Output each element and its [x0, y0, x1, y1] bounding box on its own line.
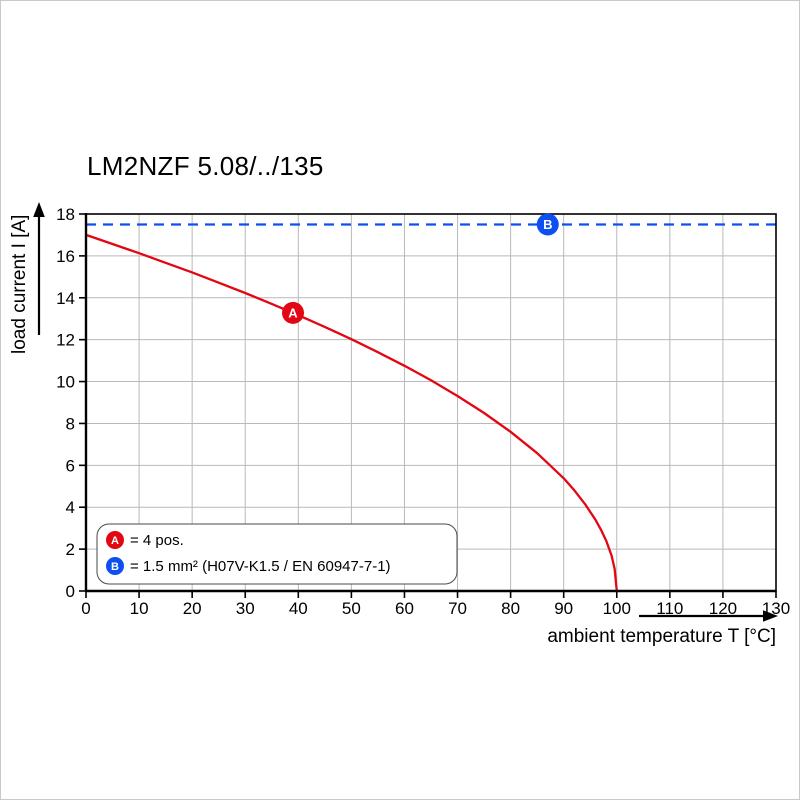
marker-A [282, 301, 304, 324]
x-tick-label: 110 [656, 599, 683, 618]
y-tick-label: 4 [66, 498, 75, 517]
x-axis-arrow [639, 610, 778, 622]
x-tick-label: 30 [236, 599, 255, 618]
y-tick-label: 2 [66, 540, 75, 559]
x-tick-label: 50 [342, 599, 361, 618]
x-axis-label: ambient temperature T [°C] [547, 626, 776, 647]
data-series [85, 223, 776, 592]
x-tick-label: 120 [709, 599, 737, 618]
x-tick-label: 90 [554, 599, 573, 618]
y-tick-label: 18 [56, 205, 75, 224]
y-tick-label: 12 [56, 331, 75, 350]
y-axis-label: load current I [A] [9, 215, 30, 354]
x-tick-label: 10 [130, 599, 149, 618]
y-tick-label: 14 [56, 289, 75, 308]
x-tick-label: 0 [81, 599, 90, 618]
legend-marker-letter-B: B [111, 561, 119, 573]
legend: A = 4 pos. B = 1.5 mm² (H07V-K1.5 / EN 6094… [96, 523, 458, 585]
grid-lines [86, 214, 776, 591]
legend-box [96, 523, 458, 585]
curve-A [85, 233, 618, 592]
y-tick-label: 8 [66, 414, 75, 433]
legend-marker-B [106, 557, 124, 575]
chart-title: LM2NZF 5.08/../135 [87, 151, 324, 181]
y-axis-arrow [33, 202, 45, 335]
x-tick-label: 100 [603, 599, 631, 618]
y-tick-label: 0 [66, 582, 75, 601]
marker-letter-A: A [288, 305, 298, 320]
x-tick-label: 80 [501, 599, 520, 618]
x-tick-label: 40 [289, 599, 308, 618]
x-tick-label: 60 [395, 599, 414, 618]
legend-label-B: = 1.5 mm² (H07V-K1.5 / EN 60947-7-1) [130, 558, 391, 575]
legend-marker-letter-A: A [111, 535, 119, 547]
curve-markers: AB [282, 213, 559, 324]
marker-B [536, 213, 559, 236]
legend-marker-A [106, 531, 124, 549]
y-tick-label: 6 [66, 456, 75, 475]
x-tick-label: 70 [448, 599, 467, 618]
axes: 0 10 20 30 40 50 60 70 80 90 100 110 120 130024681012… [56, 205, 790, 618]
x-tick-label: 20 [183, 599, 202, 618]
legend-label-A: = 4 pos. [130, 532, 184, 549]
y-tick-label: 16 [56, 247, 75, 266]
y-tick-label: 10 [56, 373, 75, 392]
marker-letter-B: B [543, 217, 552, 232]
